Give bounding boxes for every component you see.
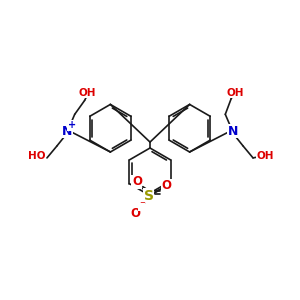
Text: S: S: [144, 189, 154, 202]
Text: ⁻: ⁻: [139, 200, 145, 211]
Text: O: O: [130, 207, 140, 220]
Text: +: +: [68, 120, 76, 130]
Text: N: N: [228, 125, 238, 138]
Text: O: O: [132, 175, 142, 188]
Text: O: O: [162, 179, 172, 192]
Text: HO: HO: [28, 151, 46, 161]
Text: N: N: [61, 125, 72, 138]
Text: OH: OH: [256, 151, 274, 161]
Text: OH: OH: [226, 88, 244, 98]
Text: OH: OH: [79, 88, 96, 98]
